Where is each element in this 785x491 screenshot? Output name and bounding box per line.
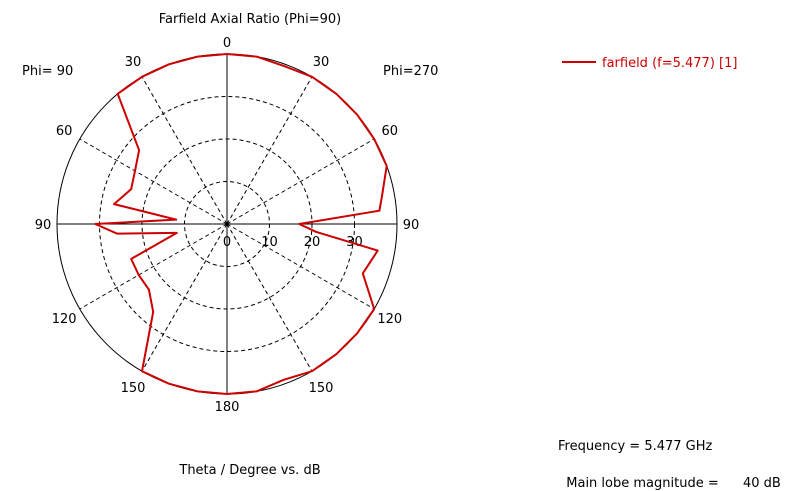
magnitude-label: Main lobe magnitude = xyxy=(566,476,719,491)
angle-tick-label: 60 xyxy=(56,124,73,139)
angle-tick-label: 0 xyxy=(223,36,231,51)
angle-tick-label: 60 xyxy=(382,124,399,139)
magnitude-readout: Main lobe magnitude = 40 dB xyxy=(558,461,781,491)
radial-tick-label: 10 xyxy=(261,235,278,250)
angle-spokes xyxy=(57,54,397,394)
radial-tick-label: 20 xyxy=(304,235,321,250)
angle-tick-label: 120 xyxy=(52,312,77,327)
angle-tick-label: 30 xyxy=(125,55,142,70)
series-line-0 xyxy=(94,53,388,395)
spoke-150 xyxy=(226,223,313,372)
right-plane-label: Phi=270 xyxy=(383,64,438,79)
spoke-330 xyxy=(141,76,228,225)
radial-tick-labels: 0 10 20 30 xyxy=(223,235,363,250)
spoke-210 xyxy=(141,223,228,372)
angle-tick-label: 120 xyxy=(377,312,402,327)
x-axis-label: Theta / Degree vs. dB xyxy=(178,463,320,478)
spoke-30 xyxy=(226,76,313,225)
legend-entry: farfield (f=5.477) [1] xyxy=(602,56,737,71)
spoke-240 xyxy=(79,223,228,310)
angle-tick-labels: 0 30 60 90 120 150 180 150 120 90 60 30 xyxy=(35,36,420,415)
spoke-300 xyxy=(79,138,228,225)
series-layer xyxy=(94,53,388,395)
magnitude-value: 40 dB xyxy=(743,476,781,491)
spoke-120 xyxy=(226,223,375,310)
chart-title: Farfield Axial Ratio (Phi=90) xyxy=(159,12,341,27)
left-plane-label: Phi= 90 xyxy=(22,64,73,79)
angle-tick-label: 90 xyxy=(35,218,52,233)
angle-tick-label: 150 xyxy=(309,381,334,396)
spoke-60 xyxy=(226,138,375,225)
angle-tick-label: 90 xyxy=(403,218,420,233)
angle-tick-label: 30 xyxy=(313,55,330,70)
radial-tick-label: 0 xyxy=(223,235,231,250)
angle-tick-label: 150 xyxy=(121,381,146,396)
angle-tick-label: 180 xyxy=(215,400,240,415)
legend: farfield (f=5.477) [1] xyxy=(562,56,737,71)
frequency-readout: Frequency = 5.477 GHz xyxy=(558,439,713,454)
